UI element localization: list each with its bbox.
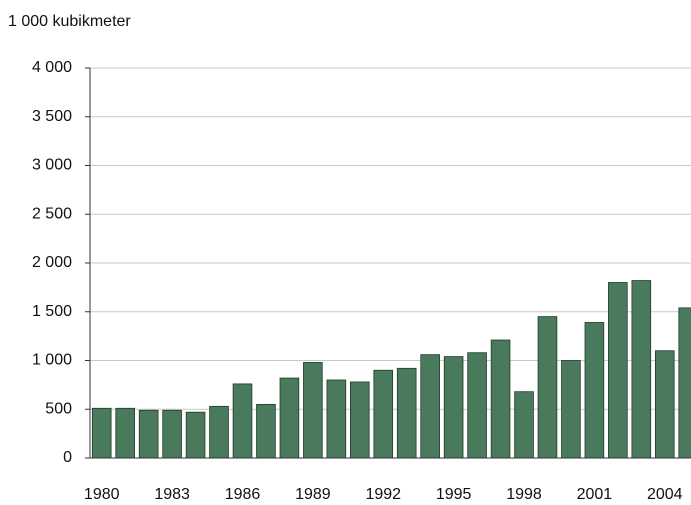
x-tick-label: 1998: [506, 486, 542, 503]
bar: [678, 307, 691, 459]
bar: [115, 407, 135, 459]
x-tick-label: 1986: [225, 486, 261, 503]
y-axis-label: 1 000 kubikmeter: [8, 13, 131, 30]
bar: [303, 362, 323, 459]
bar: [443, 356, 464, 459]
bar: [232, 383, 253, 459]
bar: [185, 411, 206, 459]
bar: [326, 379, 347, 459]
bar: [584, 322, 605, 459]
bar: [373, 369, 394, 459]
bar: [209, 405, 229, 459]
bar: [162, 409, 182, 459]
y-tick-label: 1 500: [32, 303, 72, 320]
bar: [654, 350, 675, 459]
y-tick-label: 2 000: [32, 254, 72, 271]
bar: [537, 316, 558, 459]
y-tick-label: 3 000: [32, 157, 72, 174]
bar: [138, 409, 159, 459]
y-tick-label: 2 500: [32, 205, 72, 222]
bar: [561, 360, 581, 459]
bar: [279, 377, 300, 459]
bar: [467, 352, 487, 459]
bar: [256, 403, 276, 459]
bar: [490, 339, 511, 459]
bar: [91, 407, 112, 459]
y-tick-label: 500: [45, 400, 72, 417]
x-tick-label: 2004: [647, 486, 683, 503]
bar: [420, 354, 440, 459]
bar: [350, 381, 370, 459]
bar: [396, 367, 417, 459]
bar: [514, 391, 534, 459]
y-tick-label: 4 000: [32, 59, 72, 76]
y-tick-label: 1 000: [32, 352, 72, 369]
x-tick-label: 1983: [154, 486, 190, 503]
x-tick-label: 1989: [295, 486, 331, 503]
x-tick-label: 1995: [436, 486, 472, 503]
y-tick-label: 0: [63, 449, 72, 466]
x-tick-label: 1992: [365, 486, 401, 503]
y-tick-label: 3 500: [32, 108, 72, 125]
x-tick-label: 2001: [577, 486, 613, 503]
bar: [608, 282, 628, 459]
x-tick-label: 1980: [84, 486, 120, 503]
bar: [631, 280, 652, 459]
